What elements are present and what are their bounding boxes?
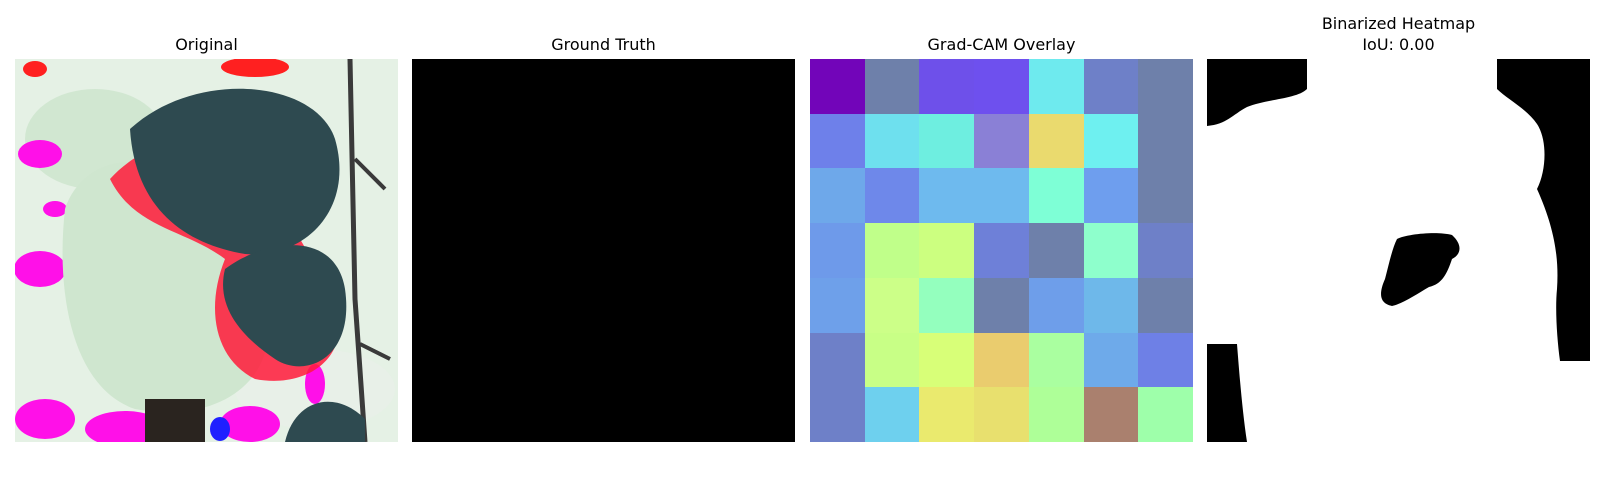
gradcam-cell	[1138, 332, 1193, 388]
gradcam-cell	[919, 223, 975, 278]
gradcam-cell	[1083, 223, 1139, 278]
gradcam-cell	[974, 168, 1029, 224]
gradcam-cell	[919, 277, 975, 333]
gradcam-cell	[1028, 168, 1084, 224]
gradcam-cell	[1083, 113, 1139, 169]
gradcam-cell	[810, 168, 865, 224]
gradcam-cell	[864, 332, 920, 388]
gradcam-cell	[864, 113, 920, 169]
gradcam-cell	[810, 223, 865, 278]
gradcam-cell	[1028, 223, 1084, 278]
gradcam-title: Grad-CAM Overlay	[927, 35, 1076, 54]
gradcam-cell	[1138, 223, 1193, 278]
gradcam-cell	[919, 387, 975, 442]
gradcam-cell	[1138, 387, 1193, 442]
original-image	[15, 59, 398, 442]
gradcam-cell	[810, 277, 865, 333]
gradcam-cell	[1083, 168, 1139, 224]
gradcam-cell	[1028, 387, 1084, 442]
gradcam-cell	[810, 113, 865, 169]
gradcam-cell	[864, 168, 920, 224]
gradcam-cell	[919, 59, 975, 114]
gradcam-cell	[1138, 113, 1193, 169]
gradcam-cell	[1138, 59, 1193, 114]
gradcam-cell	[1083, 387, 1139, 442]
gradcam-cell	[1028, 59, 1084, 114]
gradcam-cell	[974, 223, 1029, 278]
gradcam-cell	[810, 59, 865, 114]
gradcam-cell	[810, 332, 865, 388]
gradcam-cell	[1083, 277, 1139, 333]
original-title: Original	[175, 35, 238, 54]
gradcam-cell	[1028, 113, 1084, 169]
gradcam-cell	[974, 113, 1029, 169]
gradcam-cell	[864, 277, 920, 333]
gradcam-cell	[919, 113, 975, 169]
gradcam-cell	[1083, 332, 1139, 388]
gradcam-cell	[974, 59, 1029, 114]
gradcam-cell	[919, 332, 975, 388]
ground-truth-mask	[412, 59, 795, 442]
binarized-title: Binarized Heatmap IoU: 0.00	[1321, 14, 1476, 54]
gradcam-cell	[1083, 59, 1139, 114]
binarized-heatmap	[1207, 59, 1590, 442]
gradcam-cell	[1138, 168, 1193, 224]
gradcam-cell	[810, 387, 865, 442]
gradcam-overlay	[810, 59, 1193, 442]
gradcam-cell	[1138, 277, 1193, 333]
gradcam-cell	[1028, 332, 1084, 388]
gradcam-cell	[864, 59, 920, 114]
gradcam-cell	[864, 223, 920, 278]
gradcam-cell	[974, 332, 1029, 388]
gradcam-cell	[974, 277, 1029, 333]
gradcam-cell	[974, 387, 1029, 442]
gradcam-cell	[919, 168, 975, 224]
gradcam-cell	[864, 387, 920, 442]
ground-truth-title: Ground Truth	[551, 35, 656, 54]
gradcam-cell	[1028, 277, 1084, 333]
